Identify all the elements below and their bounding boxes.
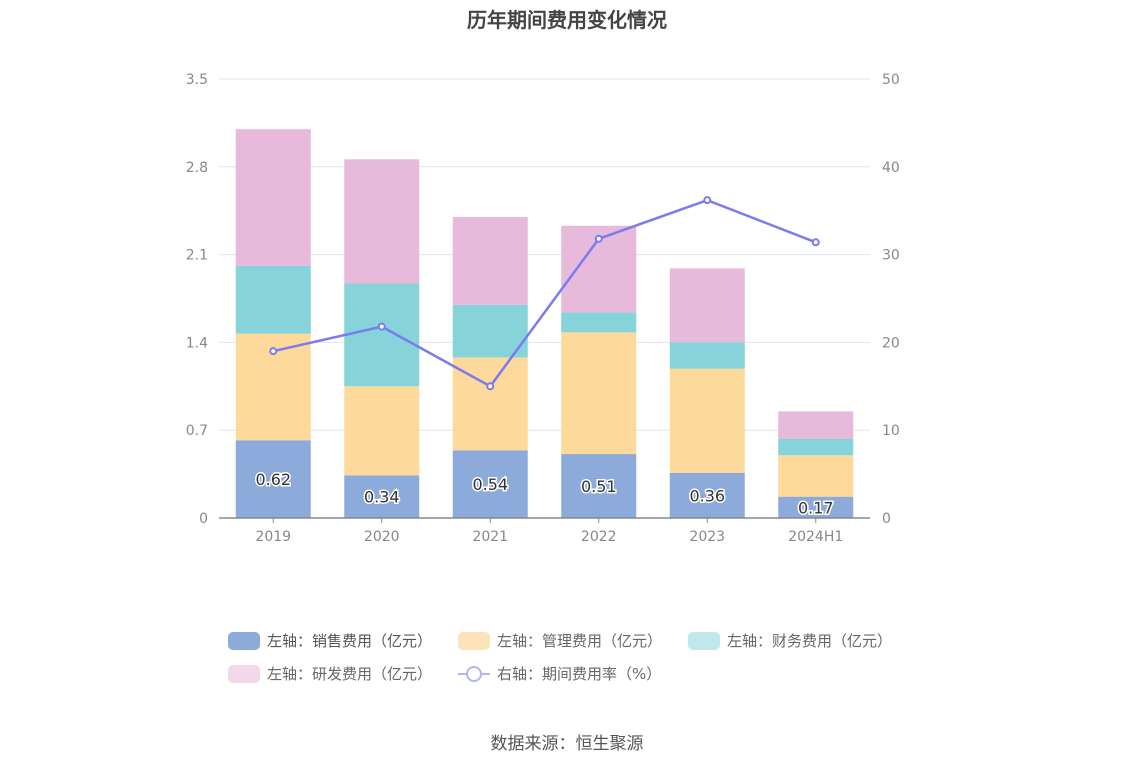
bar-segment [561, 454, 637, 518]
x-tick-label: 2020 [364, 529, 400, 545]
legend-label-sales: 左轴：销售费用（亿元） [267, 632, 433, 650]
bar-segment [452, 216, 528, 305]
bar-segment [452, 450, 528, 518]
y-left-tick-label: 2.1 [186, 248, 208, 264]
rate-point [486, 382, 495, 391]
bar-data-label: 0.17 [798, 498, 834, 517]
y-left-tick-label: 0.7 [186, 423, 208, 439]
x-tick-label: 2022 [581, 529, 617, 545]
y-right-tick-label: 50 [882, 72, 900, 88]
bar-segment [669, 342, 745, 369]
bar-segment [344, 283, 420, 387]
rate-point [811, 238, 820, 247]
bar-segment [669, 268, 745, 343]
chart-title: 历年期间费用变化情况 [467, 8, 667, 32]
rate-point [269, 347, 278, 356]
legend-label-rate: 右轴：期间费用率（%） [497, 665, 662, 683]
y-left-tick-label: 0 [199, 511, 208, 527]
bars [235, 129, 854, 518]
bar-segment [778, 438, 854, 456]
axes: 0 0.7 1.4 2.1 2.8 3.5 0 10 20 30 40 50 2019 2020 2021 2… [186, 72, 900, 545]
rate-point [594, 234, 603, 243]
bar-data-label: 0.54 [472, 475, 508, 494]
bar-segment [452, 304, 528, 358]
bar-segment [778, 496, 854, 518]
legend-swatch-finance [688, 631, 720, 650]
legend-swatch-admin [458, 631, 490, 650]
bar-data-label: 0.34 [364, 488, 400, 507]
y-right-tick-label: 30 [882, 248, 900, 264]
y-right-tick-label: 10 [882, 423, 900, 439]
bar-data-label: 0.62 [255, 470, 291, 489]
y-right-tick-label: 0 [882, 511, 891, 527]
bar-segment [778, 411, 854, 439]
rate-line [269, 196, 820, 391]
x-tick-label: 2024H1 [788, 529, 843, 545]
x-tick-label: 2021 [472, 529, 508, 545]
legend-label-finance: 左轴：财务费用（亿元） [727, 632, 893, 650]
bar-segment [235, 440, 311, 518]
rate-point [703, 196, 712, 205]
bar-data-label: 0.51 [581, 477, 617, 496]
x-tick-label: 2019 [255, 529, 291, 545]
y-left-tick-label: 3.5 [186, 72, 208, 88]
legend-item-rate[interactable]: 右轴：期间费用率（%） [458, 663, 661, 684]
bar-segment [561, 312, 637, 333]
bar-segment [669, 472, 745, 518]
y-right-tick-label: 20 [882, 335, 900, 351]
legend-item-finance[interactable]: 左轴：财务费用（亿元） [688, 630, 892, 651]
legend-item-admin[interactable]: 左轴：管理费用（亿元） [458, 630, 662, 651]
rate-point [377, 322, 386, 331]
legend-label-rd: 左轴：研发费用（亿元） [267, 665, 433, 683]
bar-segment [669, 368, 745, 473]
x-tick-label: 2023 [689, 529, 725, 545]
bar-segment [344, 475, 420, 518]
bar-segment [235, 129, 311, 266]
bar-segment [344, 386, 420, 476]
bar-data-label: 0.36 [689, 486, 725, 505]
y-left-tick-label: 2.8 [186, 160, 208, 176]
gridlines [219, 78, 870, 431]
source-note: 数据来源：恒生聚源 [490, 734, 644, 754]
legend-item-rd[interactable]: 左轴：研发费用（亿元） [228, 663, 432, 684]
bar-segment [561, 332, 637, 455]
legend-swatch-sales [228, 631, 260, 650]
bar-segment [235, 265, 311, 334]
bar-segment [778, 455, 854, 497]
legend-line-marker-icon [458, 665, 490, 683]
legend-item-sales[interactable]: 左轴：销售费用（亿元） [228, 630, 432, 651]
bar-labels: 0.62 0.34 0.54 0.51 0.36 0.17 [254, 469, 835, 519]
rate-polyline [272, 198, 817, 388]
chart-area: 0 0.7 1.4 2.1 2.8 3.5 0 10 20 30 40 50 2019 2020 2021 2… [186, 72, 900, 545]
legend-swatch-rd [228, 664, 260, 683]
y-left-tick-label: 1.4 [186, 335, 208, 351]
legend-label-admin: 左轴：管理费用（亿元） [497, 632, 663, 650]
bar-segment [344, 159, 420, 284]
y-right-tick-label: 40 [882, 160, 900, 176]
